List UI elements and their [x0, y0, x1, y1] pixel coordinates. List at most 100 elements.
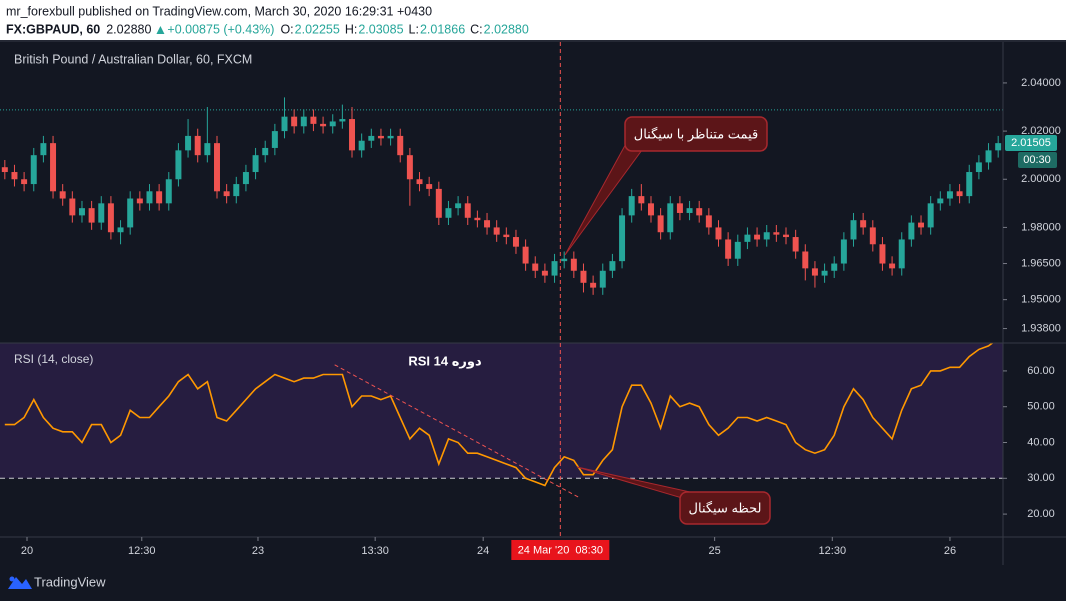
- candle-body: [995, 143, 1002, 151]
- y-tick-label: 50.00: [1027, 401, 1055, 413]
- candle-body: [349, 119, 356, 151]
- callout-text: لحظه سیگنال: [689, 500, 762, 515]
- x-tick-label: 23: [252, 545, 264, 557]
- cursor-label-bg: [511, 540, 610, 560]
- footer-background: [0, 565, 1066, 601]
- candle-body: [69, 198, 76, 216]
- ohlc-label: O:: [280, 22, 293, 36]
- candle-body: [628, 196, 635, 216]
- candle-body: [387, 135, 394, 139]
- x-tick-label: 12:30: [128, 545, 156, 557]
- candle-body: [165, 179, 172, 204]
- candle-body: [185, 135, 192, 151]
- candle-body: [358, 140, 365, 151]
- candle-body: [136, 198, 143, 204]
- candle-body: [676, 203, 683, 213]
- candle-body: [59, 191, 66, 199]
- symbol: FX:GBPAUD, 60: [6, 22, 100, 36]
- candle-body: [590, 282, 597, 288]
- countdown: 00:30: [1023, 154, 1051, 166]
- y-tick-label: 2.04000: [1021, 77, 1061, 89]
- callout-text: قیمت متناظر با سیگنال: [634, 126, 758, 142]
- candle-body: [734, 241, 741, 259]
- candle-body: [368, 135, 375, 141]
- candle-body: [541, 270, 548, 276]
- candle-body: [773, 232, 780, 235]
- candle-body: [329, 121, 336, 127]
- candle-body: [271, 131, 278, 148]
- candle-body: [291, 116, 298, 127]
- y-tick-label: 60.00: [1027, 365, 1055, 377]
- candle-body: [840, 239, 847, 264]
- candle-body: [242, 172, 249, 185]
- candle-body: [406, 155, 413, 180]
- candle-body: [705, 215, 712, 228]
- candle-body: [946, 191, 953, 199]
- candle-body: [233, 184, 240, 197]
- candle-body: [252, 155, 259, 173]
- candle-body: [725, 239, 732, 259]
- ohlc-label: L:: [409, 22, 419, 36]
- candle-body: [88, 208, 95, 223]
- candle-body: [763, 232, 770, 240]
- candle-body: [869, 227, 876, 245]
- candle-body: [927, 203, 934, 228]
- candle-body: [599, 270, 606, 288]
- candle-body: [214, 143, 220, 192]
- publisher: mr_forexbull published on TradingView.co…: [6, 4, 432, 18]
- candle-body: [570, 258, 577, 271]
- candle-body: [107, 203, 114, 233]
- candle-body: [908, 222, 915, 240]
- y-tick-label: 1.98000: [1021, 221, 1061, 233]
- x-tick-label: 24: [477, 545, 489, 557]
- footer-brand: TradingView: [34, 574, 106, 589]
- candle-body: [609, 261, 616, 271]
- candle-body: [850, 220, 857, 240]
- candle-body: [918, 222, 925, 228]
- y-tick-label: 1.96500: [1021, 257, 1061, 269]
- candle-body: [40, 143, 47, 156]
- candle-body: [262, 147, 269, 156]
- ohlc-value: 2.03085: [358, 22, 403, 36]
- ohlc-label: C:: [470, 22, 483, 36]
- candle-body: [522, 246, 529, 264]
- candle-body: [484, 220, 491, 228]
- candle-body: [580, 270, 587, 283]
- candle-body: [792, 237, 799, 252]
- candle-body: [715, 227, 722, 240]
- candle-body: [377, 135, 384, 139]
- candle-body: [204, 143, 211, 156]
- candle-body: [445, 208, 452, 218]
- candle-body: [638, 196, 645, 204]
- candle-body: [975, 162, 982, 173]
- candle-body: [657, 215, 664, 233]
- y-tick-label: 2.02000: [1021, 125, 1061, 137]
- y-tick-label: 2.00000: [1021, 173, 1061, 185]
- price-panel: [0, 97, 1003, 295]
- callout-box: [679, 491, 771, 525]
- x-tick-label: 13:30: [361, 545, 389, 557]
- overlay: RSI 14 دوره 24 Mar '20 08:30 قیمت متناظر ب…: [408, 42, 771, 560]
- candle-body: [320, 123, 327, 127]
- rsi-line: [4, 343, 994, 487]
- last-price: 2.02880: [106, 22, 151, 36]
- candle-body: [956, 191, 963, 197]
- price-legend: British Pound / Australian Dollar, 60, F…: [14, 52, 252, 66]
- rsi-background: [0, 343, 1003, 479]
- x-tick-label: 20: [21, 545, 33, 557]
- candle-body: [416, 179, 423, 185]
- rsi-panel: [0, 343, 1003, 498]
- y-tick-label: 20.00: [1027, 508, 1055, 520]
- trendline: [334, 364, 579, 498]
- candle-body: [831, 263, 838, 271]
- rsi-band: [0, 343, 1003, 479]
- candle-body: [821, 270, 828, 276]
- x-tick-label: 25: [709, 545, 721, 557]
- header-background: [0, 0, 1066, 40]
- candle-body: [98, 203, 105, 223]
- candle-body: [744, 234, 751, 242]
- footer-logo: TradingView: [8, 574, 106, 589]
- candle-body: [78, 208, 85, 216]
- candle-body: [879, 244, 886, 264]
